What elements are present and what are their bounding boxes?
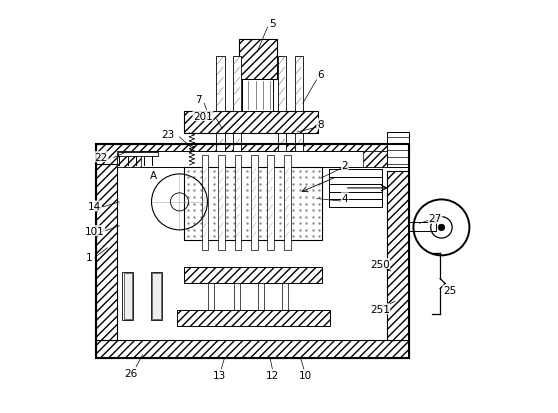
Text: 5: 5 (270, 19, 276, 29)
Text: 2: 2 (341, 161, 348, 171)
Bar (96, 340, 408, 358)
Text: 23: 23 (161, 130, 175, 140)
Bar (118, 153, 158, 157)
Bar (217, 133, 225, 152)
Text: 101: 101 (85, 226, 105, 236)
Bar (408, 223, 436, 232)
Text: 8: 8 (317, 119, 324, 129)
Bar (267, 155, 274, 250)
Text: 27: 27 (429, 214, 442, 224)
Bar (387, 172, 408, 340)
Bar (177, 311, 330, 326)
Bar (233, 133, 241, 152)
Bar (239, 40, 277, 80)
Bar (96, 145, 408, 165)
Text: 10: 10 (299, 370, 312, 380)
Bar (96, 145, 408, 358)
Text: 4: 4 (341, 193, 348, 203)
Bar (278, 57, 286, 112)
Bar (122, 272, 133, 320)
Bar (282, 283, 288, 325)
Bar (363, 152, 387, 168)
Bar (117, 152, 387, 168)
Bar (278, 133, 286, 152)
Bar (234, 283, 239, 325)
Text: 14: 14 (88, 202, 102, 211)
Bar (295, 57, 303, 112)
Bar (152, 274, 161, 319)
Text: 13: 13 (213, 370, 226, 380)
Text: 12: 12 (266, 370, 280, 380)
Bar (117, 152, 141, 168)
Bar (151, 272, 162, 320)
Text: A: A (150, 171, 157, 181)
Bar (218, 155, 225, 250)
Text: 201: 201 (193, 111, 213, 121)
Bar (208, 283, 214, 325)
Bar (258, 283, 264, 325)
Bar (217, 57, 225, 112)
Text: 251: 251 (370, 304, 389, 314)
Bar (234, 155, 241, 250)
Bar (284, 155, 291, 250)
Text: 22: 22 (95, 152, 108, 162)
Bar (184, 168, 322, 240)
Text: 25: 25 (443, 286, 456, 296)
Bar (387, 133, 408, 168)
Bar (242, 80, 273, 112)
Text: 6: 6 (317, 70, 324, 80)
Text: 1: 1 (86, 253, 92, 263)
Circle shape (438, 225, 445, 231)
Bar (184, 268, 322, 283)
Bar (96, 145, 117, 340)
Bar (295, 133, 303, 152)
Bar (184, 112, 318, 133)
Bar (123, 274, 132, 319)
Text: 26: 26 (124, 368, 138, 377)
Bar (201, 155, 208, 250)
Text: 250: 250 (370, 259, 389, 269)
Bar (251, 155, 258, 250)
Text: 7: 7 (195, 95, 202, 105)
Bar (233, 57, 241, 112)
